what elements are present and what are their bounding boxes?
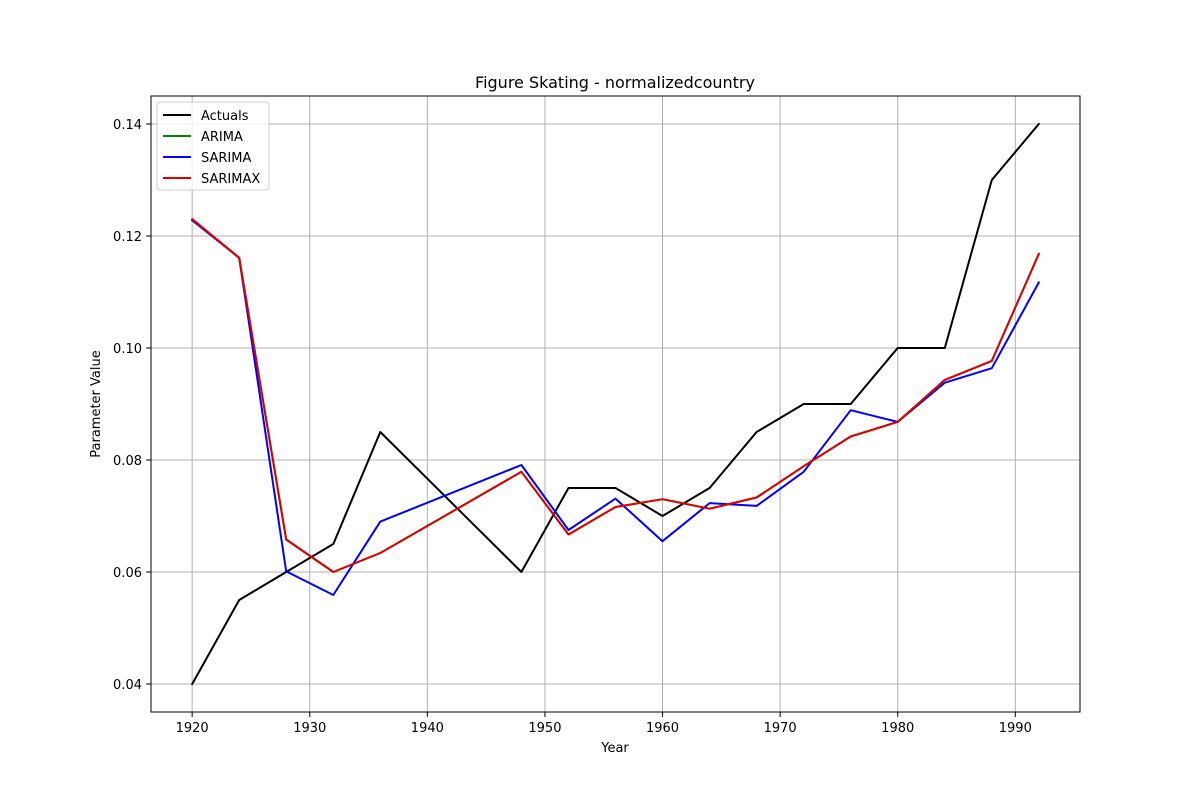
x-tick-label: 1980 [881, 721, 914, 736]
legend-label-actuals: Actuals [201, 109, 249, 124]
axis-ticks: 1920 1930 1940 1950 1960 1970 1980 1990 0.04 0.06… [113, 118, 1032, 736]
y-tick-label: 0.14 [113, 118, 142, 133]
x-tick-label: 1960 [646, 721, 679, 736]
legend-label-sarimax: SARIMAX [201, 172, 260, 187]
x-tick-label: 1950 [528, 721, 561, 736]
grid [151, 96, 1080, 712]
y-tick-label: 0.10 [113, 342, 142, 357]
y-tick-label: 0.08 [113, 454, 142, 469]
series-line-actuals [190, 122, 1041, 686]
legend-box [156, 101, 270, 191]
x-tick-label: 1990 [999, 721, 1032, 736]
plot-frame [150, 95, 1081, 713]
x-tick-label: 1930 [293, 721, 326, 736]
legend-label-sarima: SARIMA [201, 151, 251, 166]
y-axis-label: Parameter Value [89, 350, 104, 457]
y-tick-label: 0.04 [113, 678, 142, 693]
x-tick-label: 1940 [411, 721, 444, 736]
legend-label-arima: ARIMA [201, 130, 243, 145]
series-lines [190, 122, 1041, 686]
series-line-sarimax [190, 217, 1041, 573]
chart-title: Figure Skating - normalizedcountry [475, 73, 755, 92]
y-tick-label: 0.06 [113, 566, 142, 581]
legend: Actuals ARIMA SARIMA SARIMAX [156, 101, 270, 191]
y-tick-label: 0.12 [113, 230, 142, 245]
x-tick-label: 1970 [764, 721, 797, 736]
x-tick-label: 1920 [176, 721, 209, 736]
x-axis-label: Year [600, 741, 629, 756]
